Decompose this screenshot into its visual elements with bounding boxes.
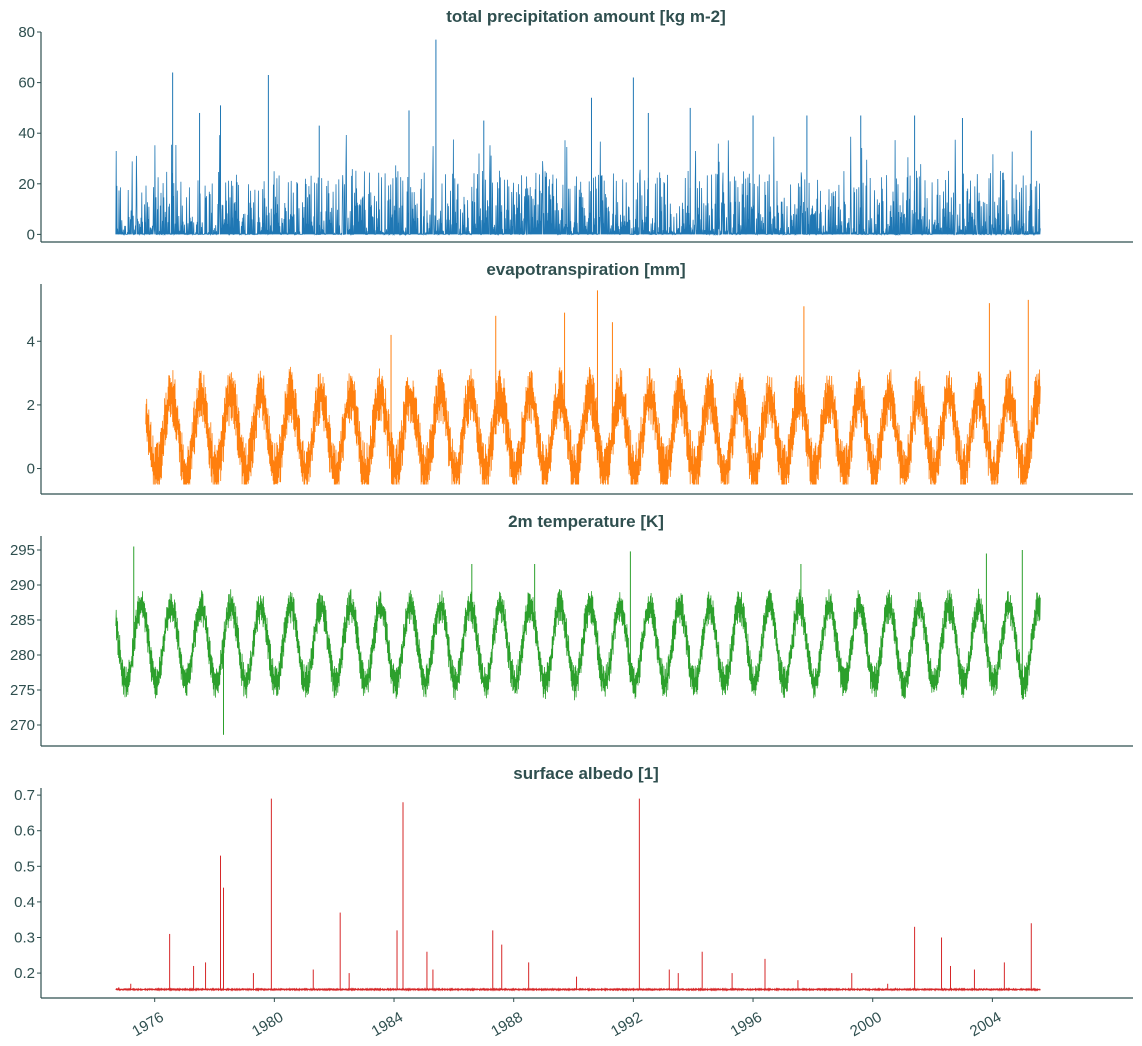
panel-title-precipitation: total precipitation amount [kg m-2] [446, 7, 726, 26]
y-tick-label: 4 [27, 333, 35, 350]
y-tick-label: 80 [18, 24, 35, 41]
y-tick-label: 290 [10, 577, 35, 594]
y-tick-label: 60 [18, 75, 35, 92]
x-tick-label: 1976 [129, 1009, 166, 1040]
y-tick-label: 270 [10, 717, 35, 734]
y-tick-label: 0.5 [14, 858, 35, 875]
x-tick-label: 2004 [967, 1009, 1004, 1040]
x-tick-label: 1992 [608, 1009, 645, 1040]
x-tick-label: 2000 [847, 1009, 884, 1040]
x-tick-label: 1980 [249, 1009, 286, 1040]
y-tick-label: 295 [10, 542, 35, 559]
y-tick-label: 2 [27, 397, 35, 414]
series-line [115, 588, 1041, 701]
series-line [145, 366, 1041, 485]
y-tick-label: 20 [18, 176, 35, 193]
y-tick-label: 280 [10, 647, 35, 664]
panel-temperature: 2m temperature [K] 270 275 280 285 290 295 [10, 512, 1133, 747]
series-line [115, 134, 1041, 236]
y-tick-label: 0.4 [14, 894, 35, 911]
x-tick-label: 1984 [369, 1009, 406, 1040]
y-tick-label: 275 [10, 682, 35, 699]
y-tick-label: 0.6 [14, 823, 35, 840]
panel-title-temperature: 2m temperature [K] [508, 512, 664, 531]
panel-albedo: surface albedo [1] 0.2 0.3 0.4 0.5 0.6 0.7 197… [14, 764, 1133, 1040]
panel-evapotranspiration: evapotranspiration [mm] 0 2 4 [27, 260, 1133, 495]
y-tick-label: 0 [27, 226, 35, 243]
panel-title-evapotranspiration: evapotranspiration [mm] [486, 260, 685, 279]
x-tick-label: 1996 [728, 1009, 765, 1040]
x-tick-label: 1988 [488, 1009, 525, 1040]
y-tick-label: 285 [10, 612, 35, 629]
series-line [115, 987, 1041, 992]
panel-precipitation: total precipitation amount [kg m-2] 0 20 4… [18, 7, 1133, 243]
y-tick-label: 0 [27, 461, 35, 478]
y-tick-label: 0.3 [14, 929, 35, 946]
y-tick-label: 0.7 [14, 787, 35, 804]
y-tick-label: 40 [18, 125, 35, 142]
panel-title-albedo: surface albedo [1] [513, 764, 659, 783]
y-tick-label: 0.2 [14, 965, 35, 982]
